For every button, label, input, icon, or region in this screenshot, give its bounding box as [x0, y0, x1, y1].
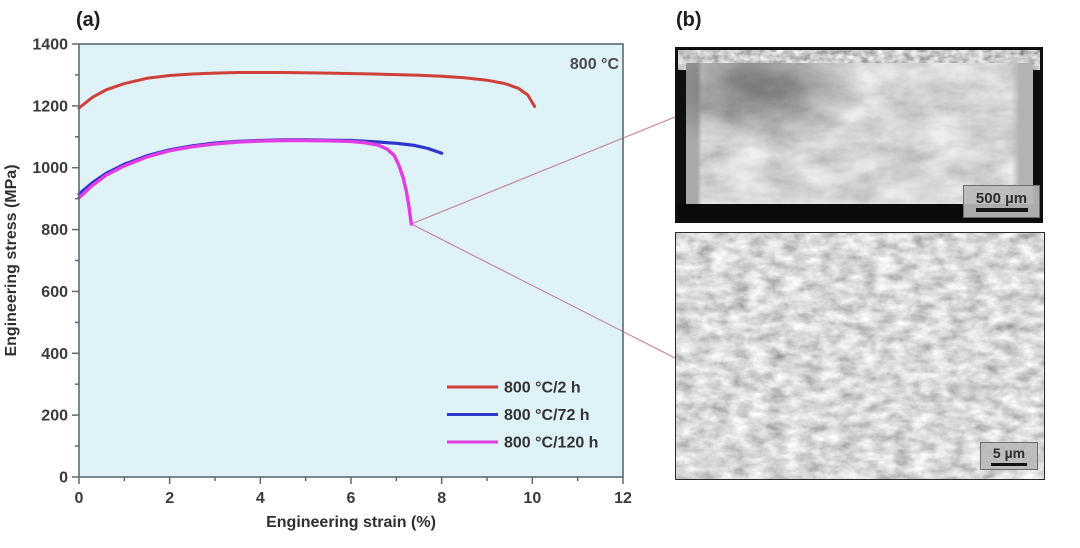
series-curve-1	[77, 71, 537, 110]
y-tick-label: 0	[59, 470, 68, 487]
x-tick-label: 4	[256, 490, 265, 507]
y-tick-label: 1200	[32, 98, 68, 115]
sem-micrograph-detail: 5 µm	[675, 232, 1045, 480]
scale-bar-500um: 500 µm	[963, 185, 1040, 218]
specimen-shadow-region	[686, 63, 1033, 209]
scale-bar-label: 500 µm	[975, 189, 1028, 207]
scale-bar-line	[975, 208, 1028, 213]
y-tick-label: 200	[41, 408, 68, 425]
temperature-annotation: 800 °C	[570, 56, 620, 73]
fracture-connector-line-1	[411, 116, 676, 225]
fracture-connector-line-2	[411, 223, 676, 359]
legend-label-2: 800 °C/72 h	[504, 407, 590, 424]
scale-bar-line	[991, 462, 1027, 466]
x-axis-title: Engineering strain (%)	[266, 514, 436, 531]
x-tick-label: 12	[614, 490, 632, 507]
y-tick-label: 800	[41, 222, 68, 239]
sem-micrograph-overview: 500 µm	[675, 47, 1043, 223]
x-tick-label: 8	[437, 490, 446, 507]
x-tick-label: 6	[347, 490, 356, 507]
panel-a-label: (a)	[76, 9, 101, 31]
panel-b-label: (b)	[676, 9, 702, 31]
x-tick-label: 0	[75, 490, 84, 507]
legend-label-1: 800 °C/2 h	[504, 380, 581, 397]
x-tick-label: 10	[523, 490, 541, 507]
fracture-specimen-surface	[686, 63, 1033, 209]
y-axis-title: Engineering stress (MPa)	[3, 164, 20, 356]
y-tick-label: 400	[41, 346, 68, 363]
legend-label-3: 800 °C/120 h	[504, 435, 598, 452]
scale-bar-5um: 5 µm	[980, 442, 1038, 470]
series-curve-3	[77, 138, 413, 226]
y-tick-label: 1400	[32, 37, 68, 54]
plot-area-background	[79, 44, 623, 477]
scale-bar-label: 5 µm	[992, 445, 1026, 462]
y-tick-label: 1000	[32, 160, 68, 177]
y-tick-label: 600	[41, 284, 68, 301]
x-tick-label: 2	[165, 490, 174, 507]
sem-bottom-dark-band	[678, 204, 1040, 220]
